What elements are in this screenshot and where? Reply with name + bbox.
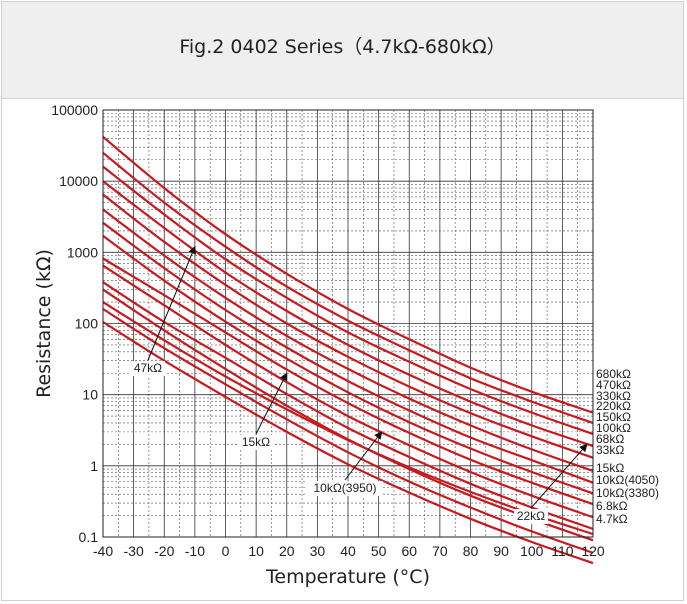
x-tick-label: 10 (248, 543, 264, 559)
series-line (102, 193, 594, 459)
annotation-arrow (530, 443, 588, 509)
series-line (102, 221, 594, 484)
series-line (102, 165, 594, 436)
series-label: 470kΩ (596, 378, 631, 392)
series-line (102, 235, 594, 495)
x-tick-label: -40 (93, 543, 113, 559)
y-tick-label: 0.1 (79, 529, 99, 545)
y-tick-label: 10 (82, 387, 98, 403)
series-line (102, 151, 594, 425)
x-tick-label: 80 (463, 543, 479, 559)
series-line (102, 257, 594, 506)
y-tick-label: 1 (90, 458, 98, 474)
series-line (102, 208, 594, 472)
annotation-arrow (344, 431, 383, 481)
x-axis-label: Temperature (°C) (265, 566, 430, 588)
grid (102, 109, 594, 538)
x-tick-label: 90 (493, 543, 509, 559)
series-line (102, 180, 594, 448)
series-line (102, 281, 594, 530)
y-tick-label: 100000 (51, 102, 98, 118)
series-label: 10kΩ(4050) (596, 473, 659, 487)
series-line (102, 264, 594, 519)
series-label: 220kΩ (596, 399, 631, 413)
series-line (102, 308, 594, 554)
series-label: 150kΩ (596, 410, 631, 424)
y-tick-label: 100 (75, 316, 99, 332)
x-tick-label: -20 (154, 543, 174, 559)
x-tick-label: 0 (222, 543, 230, 559)
annotation-arrow (255, 372, 288, 435)
chart-header: Fig.2 0402 Series（4.7kΩ-680kΩ） (2, 2, 683, 99)
annotation-bg (239, 435, 273, 450)
x-tick-label: 20 (279, 543, 295, 559)
series-label: 10kΩ(3380) (596, 486, 659, 500)
annotation-bg (307, 481, 383, 496)
plot-border (102, 109, 594, 538)
annotations: 47kΩ 15kΩ 10kΩ(3950) 22kΩ (131, 245, 588, 524)
series-label: 100kΩ (596, 421, 631, 435)
y-tick-label: 1000 (67, 244, 98, 260)
x-tick-label: -30 (124, 543, 144, 559)
annotation-label: 22kΩ (517, 509, 545, 523)
x-tick-label: 120 (581, 543, 605, 559)
x-tick-label: 50 (371, 543, 387, 559)
series-group (102, 135, 594, 565)
series-label: 4.7kΩ (596, 512, 628, 526)
y-tick-label: 10000 (59, 173, 98, 189)
x-tick-label: -10 (185, 543, 205, 559)
x-tick-label: 110 (551, 543, 574, 559)
chart-title: Fig.2 0402 Series（4.7kΩ-680kΩ） (179, 36, 506, 58)
annotation-bg (514, 509, 548, 524)
series-line (102, 135, 594, 414)
series-label: 33kΩ (596, 443, 624, 457)
annotation-label: 10kΩ(3950) (313, 481, 376, 495)
series-label: 330kΩ (596, 389, 631, 403)
y-axis-label: Resistance (kΩ) (33, 249, 55, 398)
series-label: 680kΩ (596, 367, 631, 381)
x-tick-label: 60 (401, 543, 417, 559)
series-label: 15kΩ (596, 461, 624, 475)
series-label: 6.8kΩ (596, 499, 628, 513)
annotation-arrow (147, 245, 196, 361)
x-tick-label: 100 (520, 543, 544, 559)
axes: -40 -30 -20 -10 0 10 20 30 40 50 60 70 80 90 100 110 120… (51, 102, 605, 559)
x-tick-label: 40 (340, 543, 356, 559)
series-line (102, 321, 594, 565)
x-tick-label: 30 (310, 543, 326, 559)
x-tick-label: 70 (432, 543, 448, 559)
series-line (102, 301, 594, 536)
series-label: 68kΩ (596, 432, 624, 446)
annotation-label: 47kΩ (134, 361, 162, 375)
annotation-bg (131, 361, 165, 376)
annotation-label: 15kΩ (242, 435, 270, 449)
